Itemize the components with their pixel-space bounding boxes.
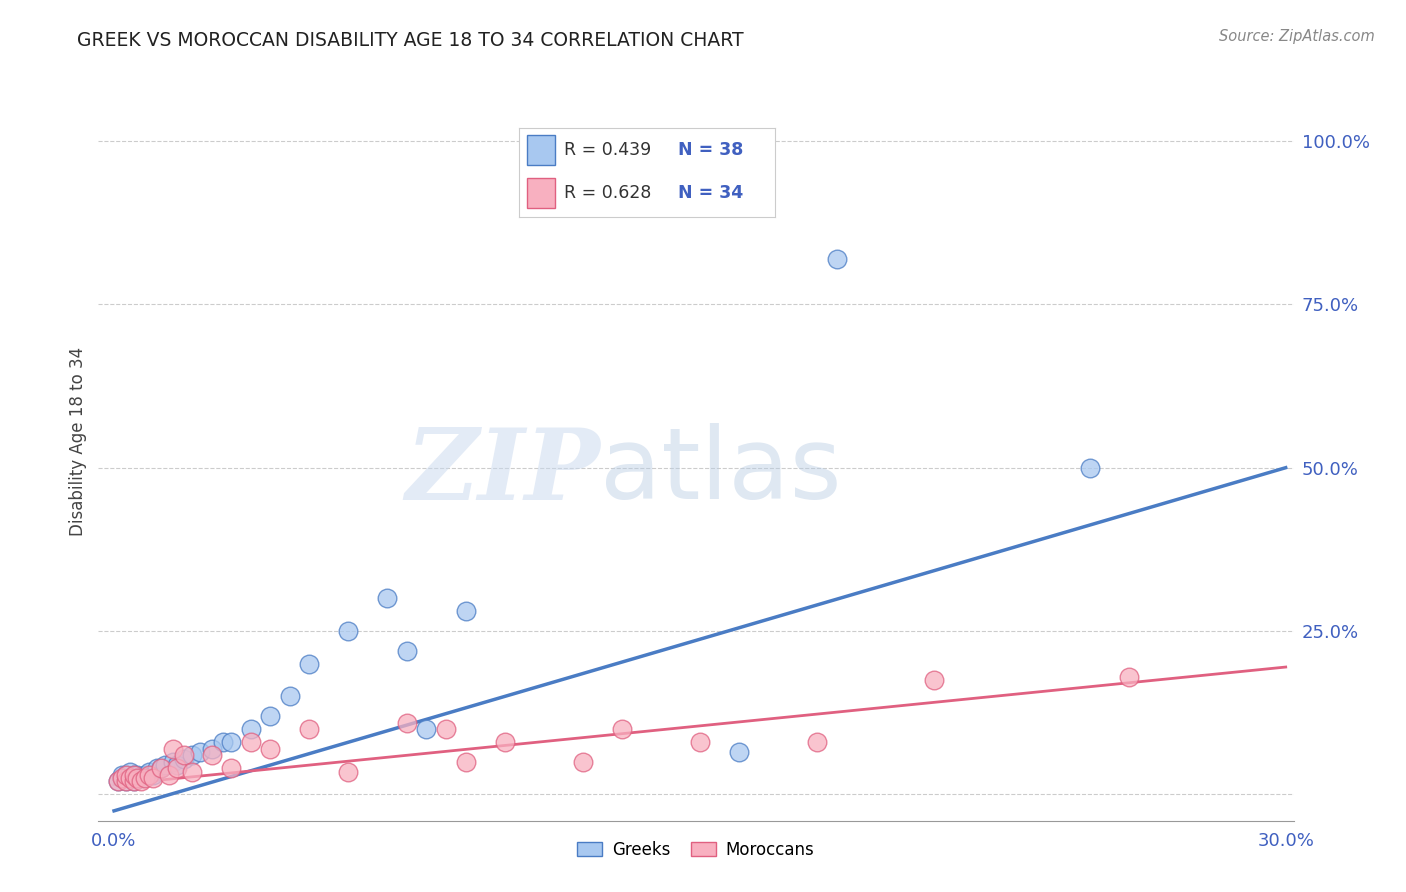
Point	[131, 774, 153, 789]
Point	[212, 735, 235, 749]
Point	[571, 755, 593, 769]
Point	[434, 722, 457, 736]
Point	[122, 774, 145, 789]
Point	[219, 735, 242, 749]
Point	[118, 771, 141, 785]
Text: atlas: atlas	[600, 424, 842, 520]
Point	[1118, 670, 1140, 684]
Point	[153, 758, 176, 772]
Point	[610, 722, 633, 736]
Point	[454, 755, 477, 769]
Text: Source: ZipAtlas.com: Source: ZipAtlas.com	[1219, 29, 1375, 44]
Point	[166, 758, 188, 772]
Point	[107, 774, 129, 789]
Point	[166, 761, 188, 775]
Point	[259, 709, 281, 723]
Point	[689, 735, 711, 749]
Point	[298, 722, 321, 736]
Point	[1080, 460, 1102, 475]
Legend: Greeks, Moroccans: Greeks, Moroccans	[571, 834, 821, 865]
Point	[181, 748, 204, 763]
Point	[146, 761, 169, 775]
Point	[127, 771, 149, 785]
Point	[173, 751, 195, 765]
Point	[201, 748, 224, 763]
Point	[131, 771, 153, 785]
Point	[494, 735, 516, 749]
Point	[127, 771, 149, 785]
Point	[114, 774, 136, 789]
Point	[173, 748, 195, 763]
Point	[239, 722, 262, 736]
Text: GREEK VS MOROCCAN DISABILITY AGE 18 TO 34 CORRELATION CHART: GREEK VS MOROCCAN DISABILITY AGE 18 TO 3…	[77, 31, 744, 50]
Text: ZIP: ZIP	[405, 424, 600, 520]
Point	[122, 774, 145, 789]
Point	[728, 745, 751, 759]
Point	[259, 741, 281, 756]
Point	[395, 643, 418, 657]
Point	[239, 735, 262, 749]
Point	[114, 768, 136, 782]
Y-axis label: Disability Age 18 to 34: Disability Age 18 to 34	[69, 347, 87, 536]
Point	[138, 764, 160, 779]
Point	[162, 741, 184, 756]
Point	[395, 715, 418, 730]
Point	[142, 771, 165, 785]
Text: R = 0.628: R = 0.628	[564, 184, 651, 202]
Point	[162, 755, 184, 769]
Point	[142, 768, 165, 782]
Point	[111, 771, 134, 785]
Point	[415, 722, 437, 736]
Point	[922, 673, 945, 687]
Point	[377, 591, 399, 606]
FancyBboxPatch shape	[527, 135, 555, 165]
Text: R = 0.439: R = 0.439	[564, 141, 651, 159]
Point	[111, 768, 134, 782]
Point	[188, 745, 211, 759]
FancyBboxPatch shape	[527, 178, 555, 208]
Point	[201, 741, 224, 756]
Point	[278, 690, 301, 704]
Point	[298, 657, 321, 671]
Point	[114, 768, 136, 782]
Point	[219, 761, 242, 775]
Point	[134, 768, 156, 782]
Point	[122, 768, 145, 782]
Point	[806, 735, 828, 749]
Point	[127, 768, 149, 782]
Text: N = 38: N = 38	[678, 141, 744, 159]
Point	[454, 605, 477, 619]
Point	[138, 768, 160, 782]
Point	[337, 624, 360, 639]
Text: N = 34: N = 34	[678, 184, 742, 202]
Point	[107, 774, 129, 789]
Point	[337, 764, 360, 779]
Point	[181, 764, 204, 779]
Point	[149, 761, 172, 775]
Point	[114, 774, 136, 789]
Point	[157, 768, 180, 782]
Point	[149, 761, 172, 775]
Point	[118, 771, 141, 785]
Point	[134, 771, 156, 785]
Point	[825, 252, 848, 266]
Point	[118, 764, 141, 779]
Point	[111, 771, 134, 785]
Point	[122, 768, 145, 782]
